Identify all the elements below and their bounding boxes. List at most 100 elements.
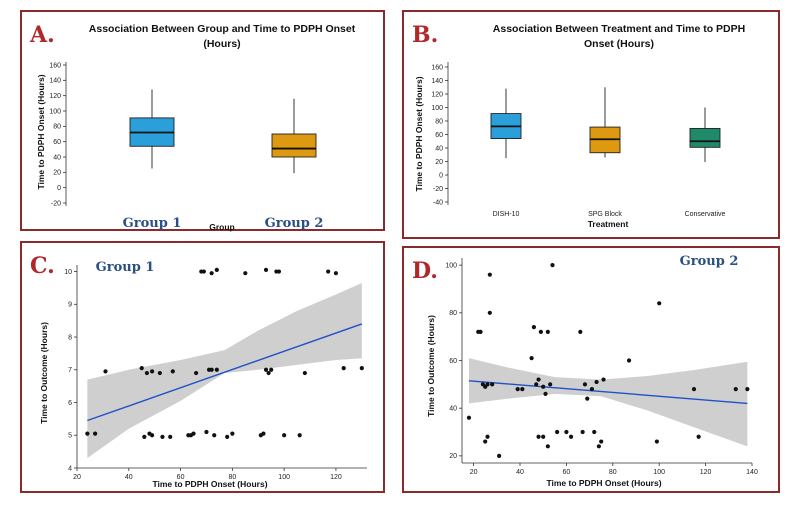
panel-d-point (580, 429, 585, 435)
panel-d-point (487, 310, 492, 315)
x-tick-label: 120 (700, 469, 712, 476)
panel-c-point (225, 434, 230, 439)
y-tick-label: 140 (49, 78, 61, 85)
y-tick-label: -20 (433, 186, 443, 193)
panel-c-point (266, 370, 271, 376)
panel-c: 4 5 6 7 8 9 10 20 40 60 80 100 120 C. Group 1 Time t… (20, 241, 385, 493)
panel-d-point (466, 415, 472, 420)
y-tick-label: 8 (68, 334, 72, 341)
x-tick-label: 80 (228, 474, 236, 481)
panel-d-point (478, 329, 483, 334)
panel-c-point (149, 433, 155, 438)
panel-d-point (578, 329, 583, 334)
x-tick-label: 80 (609, 469, 617, 476)
box-dish-10 (490, 88, 522, 159)
panel-d-point (745, 387, 750, 392)
y-tick-label: 5 (68, 433, 72, 440)
x-tick-label: 20 (73, 474, 81, 481)
panel-a-title-line1: Association Between Group and Time to PD… (89, 23, 356, 35)
panel-c-point (333, 271, 339, 276)
panel-c-chart: 4 5 6 7 8 9 10 20 40 60 80 100 120 C. Group 1 Time t… (30, 253, 367, 489)
regression-line (87, 323, 363, 422)
panel-d-point (545, 329, 550, 334)
y-tick-label: 4 (68, 465, 72, 472)
panel-c-point (170, 369, 175, 374)
panel-c-point (103, 369, 108, 374)
box-group-2 (271, 98, 317, 174)
panel-d-point (585, 396, 590, 401)
panel-d-point (592, 429, 597, 435)
box-conservative (689, 107, 721, 163)
panel-d-point (520, 387, 525, 392)
box-iqr (689, 127, 721, 148)
panel-c-point (209, 367, 214, 372)
panel-c-point (209, 271, 214, 276)
panel-d-point (657, 301, 662, 306)
panel-c-point (261, 431, 266, 436)
panel-c-point (263, 267, 269, 273)
panel-d-point (485, 382, 490, 387)
panel-c-point (212, 433, 217, 438)
y-tick-label: 6 (68, 400, 72, 407)
panel-b-ylabel: Time to PDPH Onset (Hours) (414, 76, 424, 191)
y-tick-label: 0 (57, 185, 61, 192)
panel-c-point (168, 434, 173, 439)
y-tick-label: 20 (53, 170, 61, 177)
x-tick-label: 100 (278, 474, 290, 481)
x-tick-label: 40 (125, 474, 133, 481)
panel-d-point (531, 325, 537, 330)
y-tick-label: 160 (49, 62, 61, 69)
panel-d-point (599, 439, 604, 444)
y-tick-label: 120 (431, 91, 443, 98)
panel-c-point (276, 269, 282, 274)
panel-d-point (564, 429, 569, 435)
panel-d-point (538, 329, 543, 334)
panel-d-point (601, 377, 606, 382)
x-tick-label: 20 (470, 469, 478, 476)
panel-c-point (139, 366, 144, 371)
panel-a-boxes (129, 89, 317, 174)
box-iqr (271, 133, 317, 158)
panel-c-point (93, 431, 98, 436)
x-tick-label: 120 (330, 474, 342, 481)
panel-c-point (201, 269, 206, 274)
y-tick-label: 100 (445, 263, 457, 270)
x-tick-label: 100 (653, 469, 665, 476)
panel-c-point (85, 431, 90, 436)
panel-d-point (696, 434, 701, 439)
confidence-band (468, 358, 748, 447)
panel-d-point (515, 387, 520, 392)
panel-c-point (160, 434, 165, 439)
panel-b-boxes (490, 87, 721, 163)
y-tick-label: 120 (49, 93, 61, 100)
panel-b-category-label: DISH-10 (493, 211, 520, 218)
y-tick-label: 10 (64, 269, 72, 276)
panel-d: 20 40 60 80 100 20 40 60 80 100 120 140 D. Group 2 … (402, 246, 780, 493)
panel-c-point (269, 367, 274, 372)
y-tick-label: 0 (439, 172, 443, 179)
panel-d-point (589, 387, 595, 392)
panel-a-y-ticks: -20 0 20 40 60 80 100 120 140 160 (49, 62, 66, 207)
panel-d-point (654, 439, 659, 444)
panel-d-point (543, 391, 548, 396)
y-tick-label: 60 (435, 132, 443, 139)
panel-d-point (485, 434, 490, 439)
panel-c-point (243, 271, 248, 276)
panel-d-point (555, 429, 560, 435)
y-tick-label: 40 (53, 154, 61, 161)
panel-d-point (529, 356, 534, 361)
regression-line (468, 380, 748, 405)
y-tick-label: 60 (449, 358, 457, 365)
panel-d-point (497, 453, 502, 458)
panel-a-chart: A. Association Between Group and Time to… (29, 22, 356, 232)
panel-b-xlabel: Treatment (588, 219, 629, 229)
panel-d-point (691, 387, 697, 392)
panel-b-y-ticks: -40 -20 0 20 40 60 80 100 120 140 160 (431, 64, 448, 206)
panel-c-point (142, 434, 147, 439)
y-tick-label: 140 (431, 78, 443, 85)
panel-d-xlabel: Time to PDPH Onset (Hours) (546, 478, 661, 488)
panel-d-point (733, 387, 738, 392)
panel-c-point (341, 366, 346, 371)
panel-c-point (214, 367, 219, 372)
panel-b: B. Association Between Treatment and Tim… (402, 10, 780, 239)
